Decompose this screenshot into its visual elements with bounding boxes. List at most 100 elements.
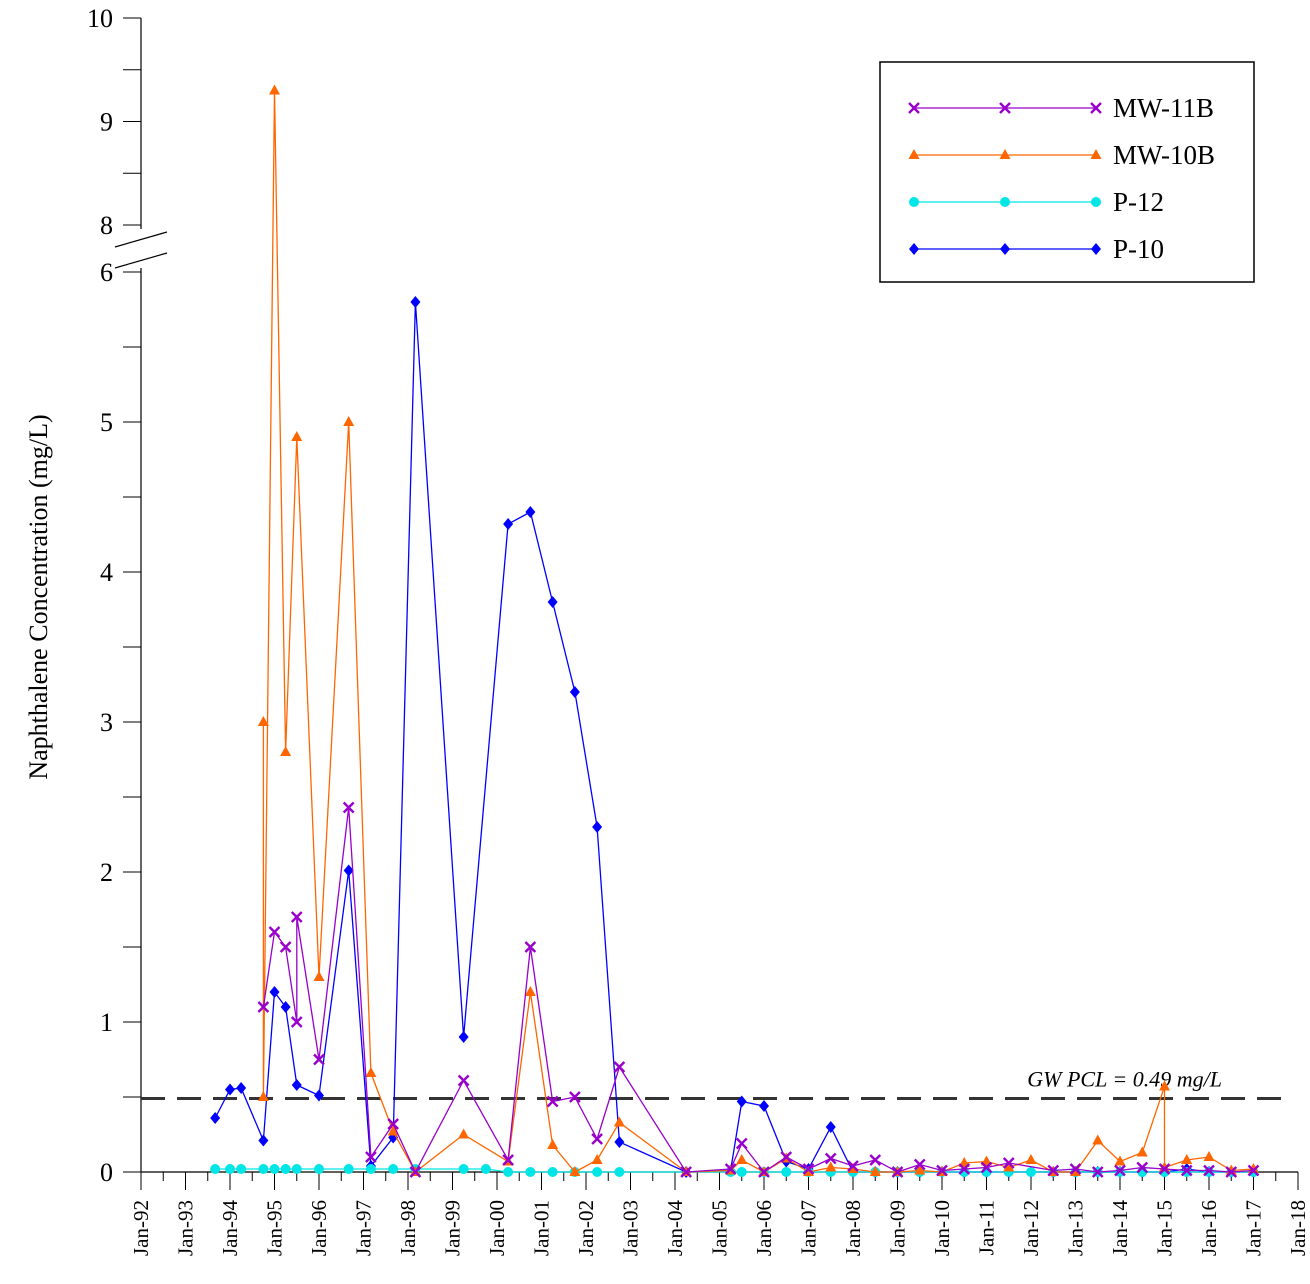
data-point-mw-10b (569, 1166, 581, 1176)
data-point-p-12 (458, 1164, 469, 1174)
data-point-p-10 (210, 1112, 221, 1124)
data-point-p-12 (388, 1164, 399, 1174)
legend-marker (909, 197, 919, 207)
x-tick-label: Jan-98 (396, 1200, 420, 1256)
data-point-p-10 (525, 506, 536, 518)
data-point-mw-11b (1203, 1164, 1215, 1177)
legend-label: P-10 (1113, 234, 1164, 264)
data-point-mw-10b (869, 1166, 881, 1176)
data-point-mw-11b (1047, 1164, 1060, 1177)
x-tick-label: Jan-09 (886, 1200, 910, 1256)
data-point-mw-10b (547, 1139, 559, 1149)
data-point-mw-10b (613, 1116, 625, 1127)
data-point-p-12 (480, 1164, 491, 1174)
data-point-p-12 (365, 1164, 376, 1174)
x-tick-label: Jan-00 (485, 1200, 509, 1256)
data-point-p-10 (291, 1079, 302, 1091)
data-point-mw-10b (1114, 1155, 1126, 1166)
x-tick-label: Jan-12 (1019, 1200, 1043, 1256)
data-point-mw-10b (803, 1166, 814, 1176)
legend-marker (1091, 243, 1101, 255)
data-point-p-12 (614, 1167, 625, 1177)
y-axis-ticks: 0 1 2 3 4 5 6 8 9 10 (87, 4, 141, 1187)
x-tick-label: Jan-17 (1242, 1200, 1266, 1256)
x-tick-label: Jan-13 (1064, 1200, 1088, 1256)
data-point-mw-10b (981, 1155, 992, 1166)
y-tick-label: 3 (100, 708, 113, 737)
data-point-mw-10b (280, 746, 292, 756)
data-point-mw-11b (1136, 1161, 1149, 1174)
data-point-mw-11b (313, 1053, 325, 1066)
y-tick-label: 1 (100, 1008, 113, 1037)
y-tick-label: 0 (100, 1158, 113, 1187)
data-point-mw-11b (257, 1001, 270, 1013)
legend-marker (1091, 197, 1101, 207)
data-point-mw-10b (313, 971, 325, 981)
data-point-mw-11b (1158, 1163, 1171, 1175)
x-tick-label: Jan-04 (663, 1200, 687, 1256)
series-group (210, 84, 1260, 1178)
data-point-p-10 (410, 296, 421, 308)
x-tick-label: Jan-06 (752, 1200, 776, 1256)
x-tick-label: Jan-16 (1197, 1200, 1221, 1256)
data-point-mw-11b (569, 1091, 581, 1103)
data-point-mw-10b (1181, 1154, 1193, 1164)
data-point-mw-11b (546, 1095, 559, 1108)
data-point-mw-11b (409, 1166, 422, 1178)
data-point-p-12 (225, 1164, 235, 1174)
data-point-p-10 (503, 518, 514, 530)
data-point-mw-11b (802, 1163, 815, 1175)
x-tick-label: Jan-94 (218, 1200, 242, 1256)
data-point-mw-11b (724, 1163, 737, 1175)
data-point-p-10 (236, 1082, 247, 1094)
data-point-p-10 (592, 821, 603, 833)
legend-marker (909, 243, 919, 255)
data-point-p-12 (503, 1167, 514, 1177)
legend-marker (999, 102, 1011, 114)
x-tick-label: Jan-96 (307, 1200, 331, 1256)
x-axis-ticks: Jan-92 Jan-93 Jan-94 Jan-95 Jan-96 Jan-97 Jan-… (129, 1172, 1310, 1256)
x-tick-label: Jan-97 (352, 1200, 376, 1256)
x-tick-label: Jan-10 (930, 1200, 954, 1256)
data-point-mw-10b (257, 716, 269, 726)
data-point-p-12 (291, 1164, 302, 1174)
data-point-mw-11b (1180, 1164, 1193, 1177)
data-point-mw-10b (1070, 1166, 1081, 1176)
data-point-p-10 (569, 686, 580, 698)
data-point-mw-11b (342, 801, 355, 814)
data-point-mw-10b (387, 1125, 399, 1136)
data-point-mw-10b (1159, 1080, 1170, 1091)
data-point-p-12 (236, 1164, 247, 1174)
data-point-mw-10b (257, 1091, 269, 1101)
data-point-mw-10b (1092, 1134, 1104, 1145)
series-line-mw-10b (262, 90, 1254, 1173)
x-tick-label: Jan-92 (129, 1200, 153, 1256)
legend-label: MW-11B (1113, 93, 1214, 123)
x-tick-label: Jan-18 (1286, 1200, 1310, 1256)
data-point-mw-11b (735, 1137, 748, 1150)
data-point-p-12 (343, 1164, 354, 1174)
y-tick-label: 5 (100, 408, 113, 437)
data-point-p-12 (258, 1164, 269, 1174)
data-point-p-12 (525, 1167, 536, 1177)
legend-entry-mw-11b: MW-11B (908, 93, 1214, 123)
x-tick-label: Jan-02 (574, 1200, 598, 1256)
legend-marker (1000, 197, 1010, 207)
data-point-mw-11b (958, 1163, 971, 1175)
legend-entry-p-10: P-10 (909, 234, 1164, 264)
data-point-mw-10b (269, 84, 280, 95)
x-tick-label: Jan-07 (797, 1200, 821, 1256)
data-point-p-10 (614, 1136, 625, 1148)
y-tick-label: 10 (87, 4, 113, 33)
axis-break-gap (139, 229, 145, 268)
data-point-mw-10b (1203, 1151, 1215, 1161)
x-tick-label: Jan-14 (1108, 1200, 1132, 1256)
data-point-mw-10b (1025, 1154, 1037, 1164)
y-tick-label: 8 (100, 211, 113, 240)
data-point-mw-11b (591, 1133, 603, 1145)
data-point-p-12 (736, 1167, 747, 1177)
data-point-p-10 (458, 1031, 469, 1043)
data-point-mw-10b (291, 431, 303, 441)
axis-break-mark (114, 231, 168, 248)
data-point-mw-10b (591, 1154, 603, 1164)
